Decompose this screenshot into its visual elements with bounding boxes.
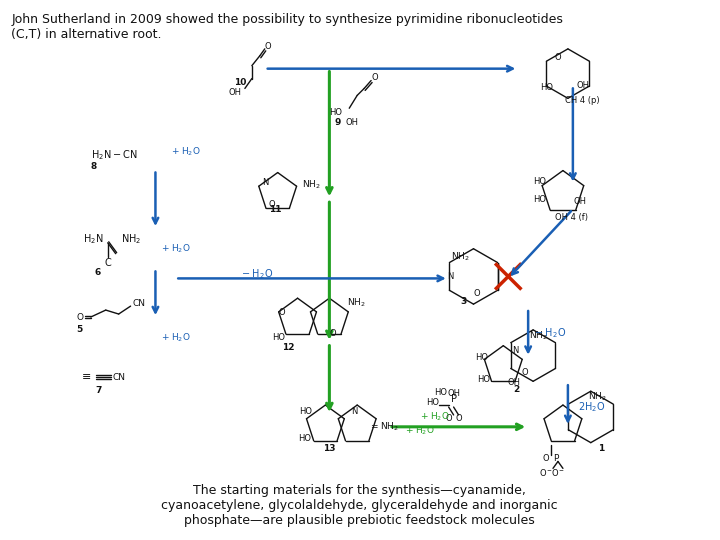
Text: OH: OH	[346, 118, 359, 126]
Text: O: O	[455, 414, 462, 423]
Text: $\rm +H_2O$: $\rm +H_2O$	[404, 424, 435, 437]
Text: CN: CN	[113, 373, 126, 382]
Text: $\rm +H_2O$: $\rm +H_2O$	[419, 411, 449, 423]
Text: OH: OH	[508, 378, 521, 387]
Text: 11: 11	[269, 205, 282, 214]
Text: N: N	[447, 272, 454, 281]
Text: 12: 12	[282, 343, 294, 352]
Text: ≡: ≡	[81, 373, 91, 382]
Text: $\rm NH_2$: $\rm NH_2$	[451, 251, 470, 263]
Text: P: P	[451, 394, 456, 404]
Text: $\rm +H_2O$: $\rm +H_2O$	[161, 242, 191, 255]
Text: $\rm -H_2O$: $\rm -H_2O$	[240, 267, 273, 281]
Text: O: O	[269, 200, 275, 209]
Text: P: P	[553, 454, 559, 463]
Text: $\rm =NH_2$: $\rm =NH_2$	[369, 421, 399, 433]
Text: N: N	[351, 408, 357, 416]
Text: O: O	[279, 308, 285, 316]
Text: HO: HO	[540, 83, 553, 92]
Text: $\rm NH_2$: $\rm NH_2$	[347, 297, 366, 309]
Text: HO: HO	[299, 434, 312, 443]
Text: $\rm NH_2$: $\rm NH_2$	[528, 329, 548, 342]
Text: $\rm H_2N$: $\rm H_2N$	[83, 232, 104, 246]
Text: 10: 10	[235, 78, 247, 87]
Text: O: O	[264, 43, 271, 51]
Text: 7: 7	[96, 386, 102, 395]
Text: N: N	[262, 178, 269, 187]
Text: HO: HO	[533, 195, 546, 204]
Text: $\rm +H_2O$: $\rm +H_2O$	[171, 145, 201, 158]
Text: OH: OH	[576, 81, 589, 90]
Text: HO: HO	[433, 388, 446, 397]
Text: OH 4 (f): OH 4 (f)	[555, 213, 588, 221]
Text: 1: 1	[598, 444, 604, 453]
Text: HO: HO	[426, 397, 438, 407]
Text: HO: HO	[477, 375, 490, 384]
Text: HO: HO	[475, 353, 488, 362]
Text: $\rm -H_2O$: $\rm -H_2O$	[533, 326, 567, 340]
Text: $\rm O$: $\rm O$	[76, 310, 84, 321]
Text: O: O	[473, 289, 480, 298]
Text: 5: 5	[76, 326, 82, 334]
Text: OH: OH	[573, 197, 586, 206]
Text: HO: HO	[300, 408, 312, 416]
Text: $\rm 2H_2O$: $\rm 2H_2O$	[578, 400, 606, 414]
Text: HO: HO	[533, 177, 546, 186]
Text: O: O	[446, 414, 452, 423]
Text: O: O	[554, 53, 562, 62]
Text: HO: HO	[271, 333, 284, 342]
Text: $\rm +H_2O$: $\rm +H_2O$	[161, 332, 191, 344]
Text: O: O	[522, 368, 528, 377]
Text: C: C	[104, 258, 111, 268]
Text: OH: OH	[229, 88, 242, 97]
Text: $\rm NH_2$: $\rm NH_2$	[121, 232, 141, 246]
Text: N: N	[512, 346, 518, 355]
Text: 6: 6	[95, 268, 101, 277]
Text: 3: 3	[461, 296, 467, 306]
Text: O: O	[372, 73, 379, 82]
Text: John Sutherland in 2009 showed the possibility to synthesize pyrimidine ribonucl: John Sutherland in 2009 showed the possi…	[12, 14, 563, 41]
Text: OH: OH	[447, 389, 460, 397]
Text: O: O	[543, 454, 549, 463]
Text: CN: CN	[132, 299, 145, 308]
Text: $\rm H_2N-CN$: $\rm H_2N-CN$	[91, 148, 138, 161]
Text: O: O	[329, 329, 336, 339]
Text: $\rm NH_2$: $\rm NH_2$	[588, 391, 607, 403]
Text: $\rm O^-$: $\rm O^-$	[551, 467, 565, 478]
Text: $\rm O^-$: $\rm O^-$	[539, 467, 553, 478]
Text: 13: 13	[323, 444, 336, 453]
Text: 9: 9	[335, 118, 341, 126]
Text: $\rm NH_2$: $\rm NH_2$	[302, 178, 320, 191]
Text: 8: 8	[91, 162, 97, 171]
Text: The starting materials for the synthesis—cyanamide,
cyanoacetylene, glycolaldehy: The starting materials for the synthesis…	[161, 484, 557, 527]
Text: CH 4 (p): CH 4 (p)	[565, 96, 600, 105]
Text: 2: 2	[513, 384, 520, 394]
Text: HO: HO	[329, 107, 342, 117]
